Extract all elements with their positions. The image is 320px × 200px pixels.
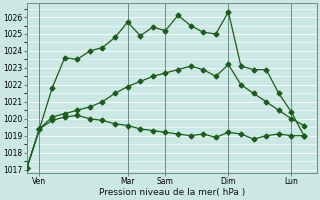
X-axis label: Pression niveau de la mer( hPa ): Pression niveau de la mer( hPa ) (99, 188, 245, 197)
